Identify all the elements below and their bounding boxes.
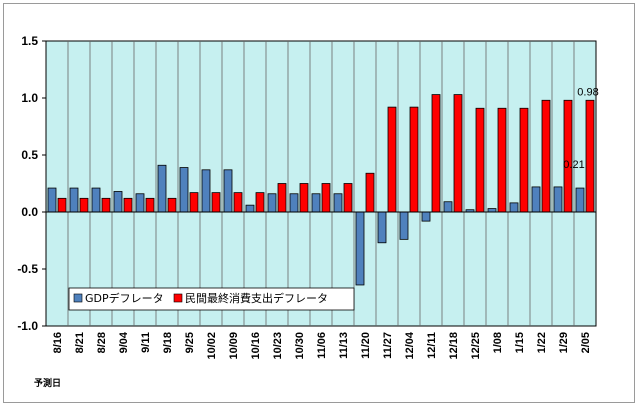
bars xyxy=(47,94,595,286)
x-tick-label: 10/02 xyxy=(206,332,218,360)
bar-gdp-deflator xyxy=(443,201,453,213)
x-tick-label: 11/06 xyxy=(316,332,328,359)
x-axis-ticks: 8/16 8/21 8/28 9/04 9/11 9/18 9/25 10/02 10/09 10… xyxy=(52,331,592,359)
data-label-gdp: 0.21 xyxy=(563,159,584,171)
y-tick-label: 0.0 xyxy=(21,205,38,219)
y-axis-ticks: 1.5 1.0 0.5 0.0 -0.5 -1.0 xyxy=(17,34,46,333)
bar-consumption-deflator xyxy=(343,183,353,213)
bar-consumption-deflator xyxy=(497,107,507,213)
x-tick-label: 8/21 xyxy=(74,332,86,353)
bar-gdp-deflator xyxy=(531,186,541,213)
x-tick-label: 10/09 xyxy=(228,332,240,360)
bar-consumption-deflator xyxy=(475,107,485,213)
x-tick-label: 9/04 xyxy=(118,331,130,353)
x-tick-label: 10/30 xyxy=(294,332,306,360)
bar-consumption-deflator xyxy=(365,172,375,213)
bar-gdp-deflator xyxy=(69,187,79,213)
bar-consumption-deflator xyxy=(387,106,397,213)
legend-box xyxy=(68,287,355,311)
x-tick-label: 11/13 xyxy=(338,332,350,359)
x-tick-label: 11/20 xyxy=(360,332,372,359)
bar-gdp-deflator xyxy=(91,187,101,213)
y-tick-label: 1.5 xyxy=(21,34,38,48)
bar-gdp-deflator xyxy=(113,191,123,213)
bar-consumption-deflator xyxy=(79,197,89,213)
y-tick-label: 0.5 xyxy=(21,148,38,162)
bar-gdp-deflator xyxy=(47,187,57,213)
data-labels: 0.21 0.98 xyxy=(563,86,598,171)
bar-gdp-deflator xyxy=(575,187,585,213)
bar-consumption-deflator xyxy=(299,183,309,213)
bar-gdp-deflator xyxy=(399,211,409,240)
bar-gdp-deflator xyxy=(333,193,343,213)
x-tick-label: 10/16 xyxy=(250,332,262,360)
bar-gdp-deflator xyxy=(267,193,277,213)
bar-consumption-deflator xyxy=(211,192,221,213)
x-axis-title: 予測日 xyxy=(34,377,61,389)
legend-label-gdp: GDPデフレータ xyxy=(85,291,164,305)
x-tick-label: 2/05 xyxy=(580,332,592,353)
bar-gdp-deflator xyxy=(245,204,255,213)
bar-gdp-deflator xyxy=(135,193,145,213)
bar-consumption-deflator xyxy=(123,197,133,213)
bar-consumption-deflator xyxy=(453,94,463,213)
x-tick-label: 12/25 xyxy=(470,332,482,360)
bar-gdp-deflator xyxy=(355,211,365,286)
bar-gdp-deflator xyxy=(179,167,189,213)
bar-gdp-deflator xyxy=(421,211,431,222)
bar-gdp-deflator xyxy=(509,202,519,213)
legend-label-consumption: 民間最終消費支出デフレータ xyxy=(185,291,328,305)
legend: GDPデフレータ 民間最終消費支出デフレータ xyxy=(68,287,355,311)
x-tick-label: 9/18 xyxy=(162,332,174,353)
x-tick-label: 1/29 xyxy=(558,332,570,353)
bar-consumption-deflator xyxy=(409,106,419,213)
x-tick-label: 11/27 xyxy=(382,332,394,359)
bar-consumption-deflator xyxy=(563,99,573,213)
bar-gdp-deflator xyxy=(377,211,387,244)
x-tick-label: 8/28 xyxy=(96,332,108,353)
bar-gdp-deflator xyxy=(157,164,167,213)
bar-gdp-deflator xyxy=(201,169,211,213)
bar-consumption-deflator xyxy=(57,197,67,213)
x-tick-label: 9/25 xyxy=(184,332,196,353)
bar-consumption-deflator xyxy=(255,192,265,213)
plot-area xyxy=(45,40,597,327)
bar-consumption-deflator xyxy=(431,94,441,213)
bar-gdp-deflator xyxy=(311,193,321,213)
x-tick-label: 10/23 xyxy=(272,332,284,360)
bar-consumption-deflator xyxy=(277,183,287,213)
x-tick-label: 8/16 xyxy=(52,332,64,353)
data-label-consumption: 0.98 xyxy=(577,86,598,98)
x-tick-label: 12/11 xyxy=(426,332,438,359)
bar-gdp-deflator xyxy=(553,186,563,213)
bar-consumption-deflator xyxy=(541,99,551,213)
y-tick-label: -0.5 xyxy=(17,262,38,276)
bar-consumption-deflator xyxy=(519,107,529,213)
bar-consumption-deflator xyxy=(167,197,177,213)
x-tick-label: 9/11 xyxy=(140,332,152,353)
legend-swatch-gdp xyxy=(73,293,83,303)
y-tick-label: -1.0 xyxy=(17,319,38,333)
bar-consumption-deflator xyxy=(321,183,331,213)
bar-consumption-deflator xyxy=(101,197,111,213)
grid-lines xyxy=(67,41,575,326)
x-tick-label: 1/15 xyxy=(514,332,526,353)
bar-gdp-deflator xyxy=(289,193,299,213)
bar-consumption-deflator xyxy=(585,99,595,213)
legend-swatch-consumption xyxy=(173,293,183,303)
x-tick-label: 12/04 xyxy=(404,331,416,359)
bar-consumption-deflator xyxy=(145,197,155,213)
bar-consumption-deflator xyxy=(233,192,243,213)
bar-gdp-deflator xyxy=(223,169,233,213)
bar-consumption-deflator xyxy=(189,192,199,213)
x-tick-label: 1/08 xyxy=(492,332,504,353)
bar-gdp-deflator xyxy=(487,208,497,213)
x-tick-label: 12/18 xyxy=(448,332,460,360)
y-tick-label: 1.0 xyxy=(21,91,38,105)
x-tick-label: 1/22 xyxy=(536,332,548,353)
